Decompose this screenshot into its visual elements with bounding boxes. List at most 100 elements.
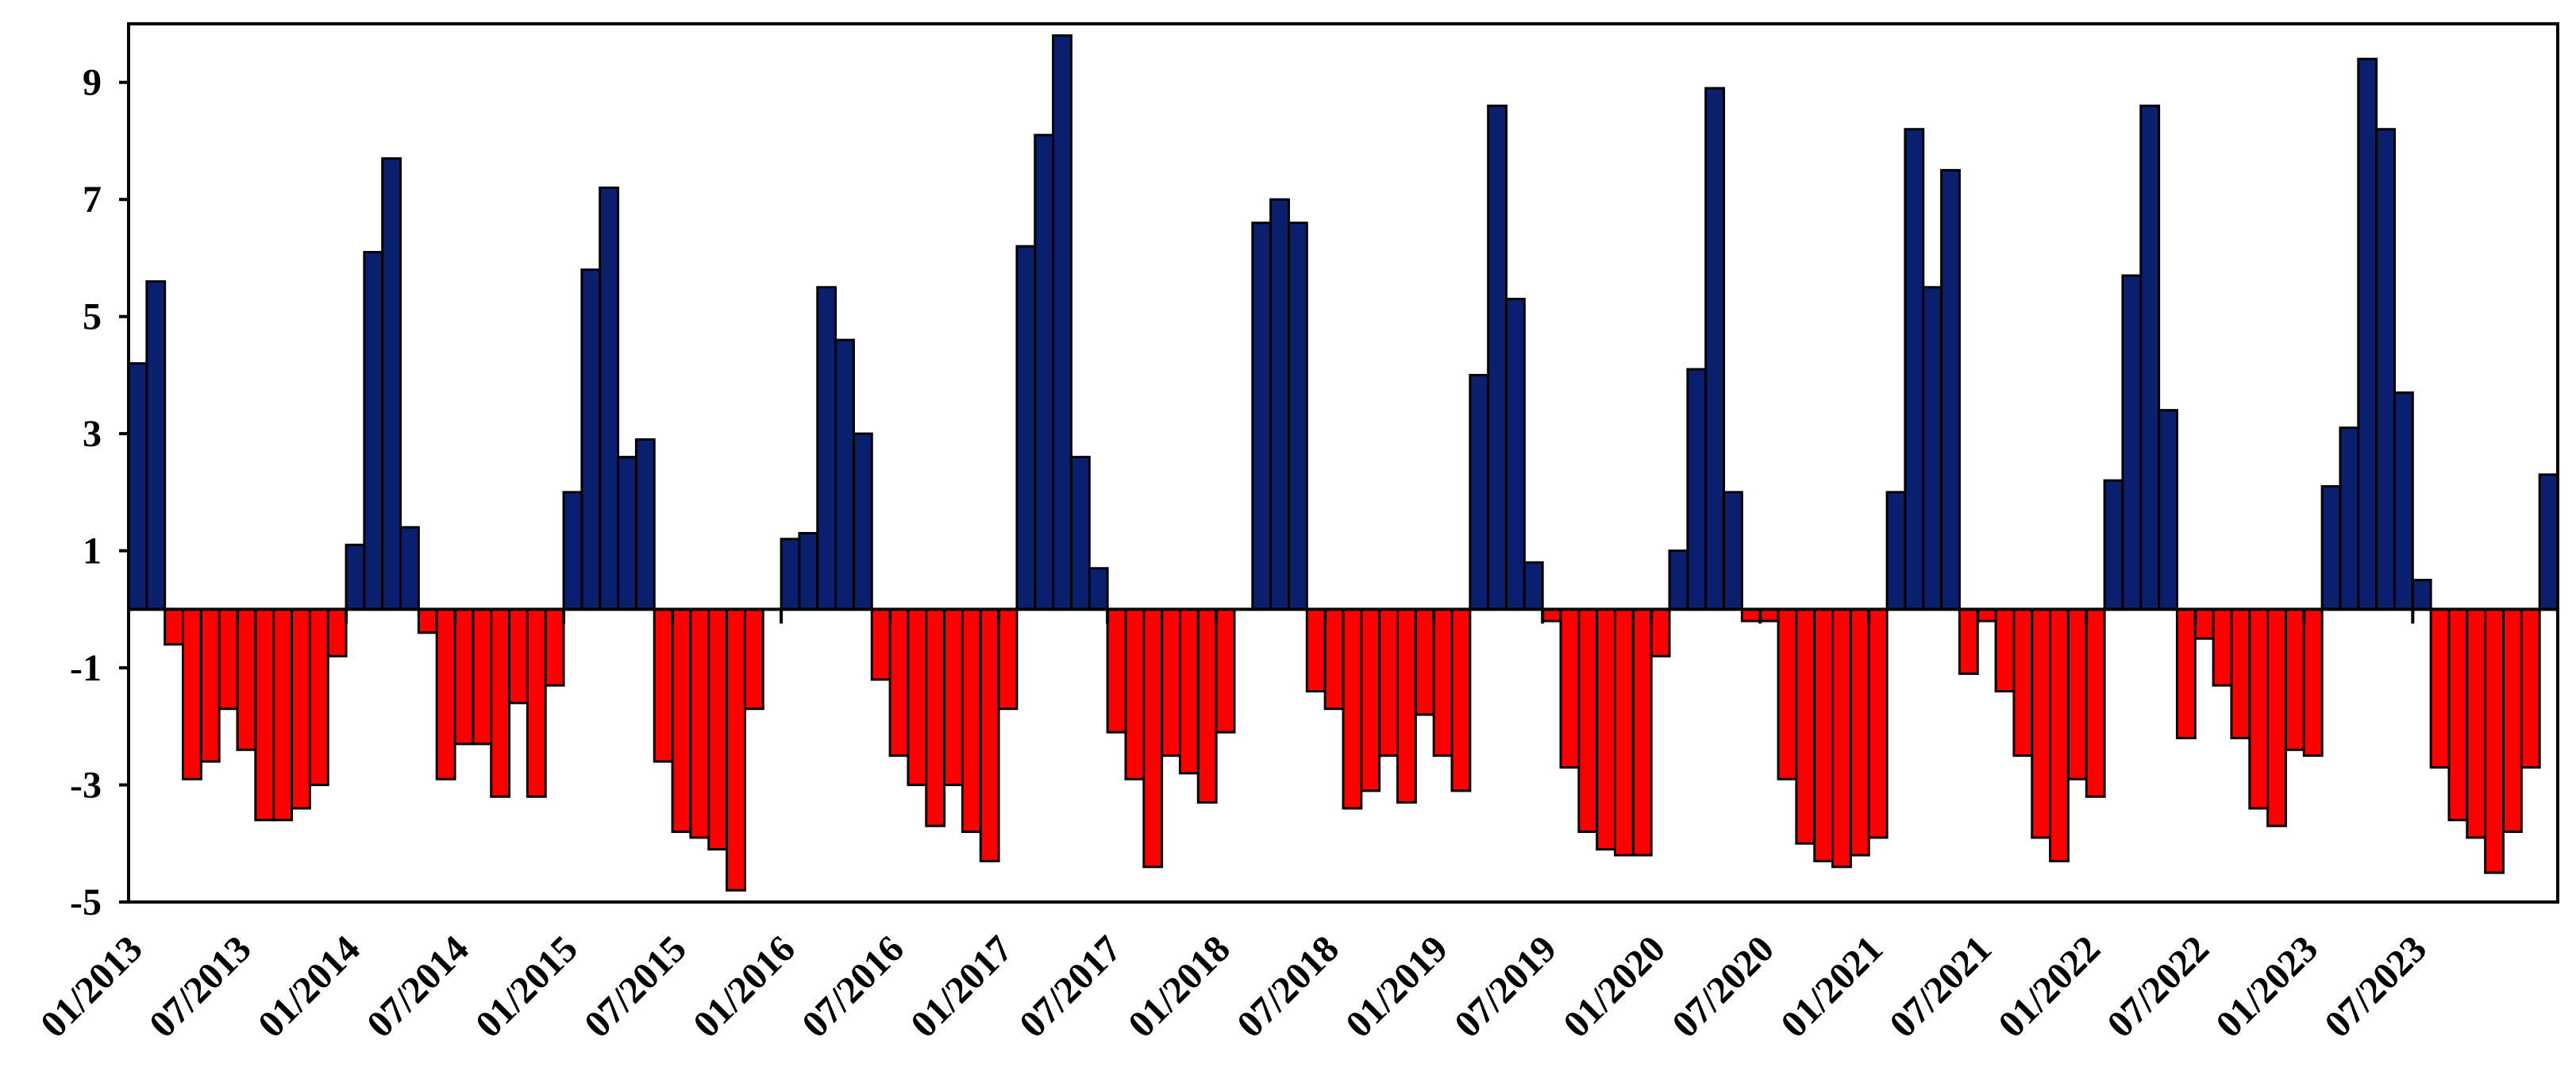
x-tick-label: 01/2021 xyxy=(1773,927,1891,1046)
x-tick-label: 01/2013 xyxy=(33,927,151,1046)
bar-positive xyxy=(1269,198,1290,611)
bar-negative xyxy=(1432,607,1454,758)
bar-positive xyxy=(780,538,801,611)
bar-negative xyxy=(870,607,891,681)
bar-positive xyxy=(798,531,819,611)
bar-negative xyxy=(2447,607,2469,822)
bar-negative xyxy=(1414,607,1435,716)
bar-negative xyxy=(1450,607,1472,792)
bar-positive xyxy=(1287,222,1308,611)
bar-positive xyxy=(852,432,873,611)
bar-negative xyxy=(218,607,239,711)
bar-positive xyxy=(2139,104,2161,611)
bar-positive xyxy=(2375,128,2396,611)
bar-positive xyxy=(363,251,384,611)
bar-negative xyxy=(1795,607,1816,845)
bar-positive xyxy=(1904,128,1925,611)
bar-negative xyxy=(979,607,1000,862)
bar-negative xyxy=(671,607,692,834)
bar-positive xyxy=(1034,133,1055,611)
bar-positive xyxy=(599,186,620,611)
y-tick-label: 9 xyxy=(83,62,102,104)
bar-positive xyxy=(2339,426,2360,611)
bar-positive xyxy=(399,526,420,611)
bar-negative xyxy=(2049,607,2070,862)
bar-negative xyxy=(1106,607,1127,734)
bar-positive xyxy=(634,438,656,611)
bar-negative xyxy=(925,607,946,827)
bar-negative xyxy=(907,607,928,787)
bar-negative xyxy=(199,607,221,763)
bar-negative xyxy=(417,607,438,634)
bar-negative xyxy=(254,607,275,822)
x-tick-label: 07/2019 xyxy=(1446,927,1565,1046)
bar-positive xyxy=(1523,561,1544,611)
bar-negative xyxy=(2230,607,2251,740)
bar-negative xyxy=(472,607,493,746)
x-tick-label: 01/2023 xyxy=(2208,927,2326,1046)
bar-negative xyxy=(291,607,311,810)
bar-positive xyxy=(1505,298,1526,611)
bar-positive xyxy=(1668,549,1689,611)
x-tick-label: 01/2014 xyxy=(250,927,368,1046)
bar-positive xyxy=(1487,104,1508,611)
y-tick-label: 5 xyxy=(83,296,102,338)
bar-negative xyxy=(1813,607,1835,862)
bar-negative xyxy=(2248,607,2270,810)
x-tick-label: 07/2021 xyxy=(1881,927,2000,1046)
bar-negative xyxy=(435,607,456,781)
plot-frame xyxy=(127,22,2559,904)
bar-negative xyxy=(1758,607,1780,623)
bar-negative xyxy=(1614,607,1635,857)
bar-negative xyxy=(653,607,674,763)
x-tick-label: 07/2016 xyxy=(794,927,912,1046)
bars-group xyxy=(127,34,2559,892)
bar-negative xyxy=(2193,607,2215,640)
bar-positive xyxy=(1015,245,1037,611)
bar-negative xyxy=(2520,607,2541,769)
bar-negative xyxy=(1323,607,1345,711)
y-tick-label: -1 xyxy=(70,647,102,689)
x-tick-label: 01/2020 xyxy=(1555,927,1673,1046)
bar-negative xyxy=(1215,607,1236,734)
bar-negative xyxy=(961,607,982,834)
bar-positive xyxy=(2357,57,2378,611)
bar-negative xyxy=(1596,607,1617,851)
bar-negative xyxy=(2012,607,2034,758)
bar-positive xyxy=(381,157,402,611)
y-tick-label: -3 xyxy=(70,765,102,807)
bar-positive xyxy=(2320,484,2342,611)
x-tick-label: 01/2015 xyxy=(468,927,586,1046)
bar-negative xyxy=(1124,607,1146,781)
bar-positive xyxy=(1052,34,1072,611)
bar-negative xyxy=(1631,607,1653,857)
bar-negative xyxy=(1342,607,1363,810)
bar-negative xyxy=(1777,607,1798,781)
bar-negative xyxy=(2031,607,2052,839)
bar-negative xyxy=(1976,607,1997,623)
x-tick-label: 07/2018 xyxy=(1229,927,1347,1046)
bar-negative xyxy=(2266,607,2287,827)
bar-negative xyxy=(2085,607,2106,798)
bar-negative xyxy=(308,607,329,787)
bar-positive xyxy=(2411,578,2432,611)
bar-negative xyxy=(164,607,185,646)
x-tick-label: 07/2014 xyxy=(359,927,477,1046)
x-tick-label: 07/2020 xyxy=(1664,927,1782,1046)
bar-positive xyxy=(580,268,602,611)
bar-negative xyxy=(2501,607,2523,834)
y-axis: -5 -3 -1 1 3 5 7 9 xyxy=(70,62,129,923)
bar-negative xyxy=(1740,607,1762,623)
bar-positive xyxy=(1922,286,1943,611)
bar-negative xyxy=(544,607,565,687)
y-tick-label: 7 xyxy=(83,179,102,221)
bar-positive xyxy=(345,543,366,611)
bar-positive xyxy=(2158,409,2178,611)
bar-negative xyxy=(743,607,764,711)
y-tick-label: 1 xyxy=(83,530,102,572)
bar-negative xyxy=(526,607,547,798)
bar-negative xyxy=(707,607,729,851)
bar-positive xyxy=(145,279,167,611)
bar-negative xyxy=(1867,607,1889,839)
bar-negative xyxy=(490,607,511,798)
